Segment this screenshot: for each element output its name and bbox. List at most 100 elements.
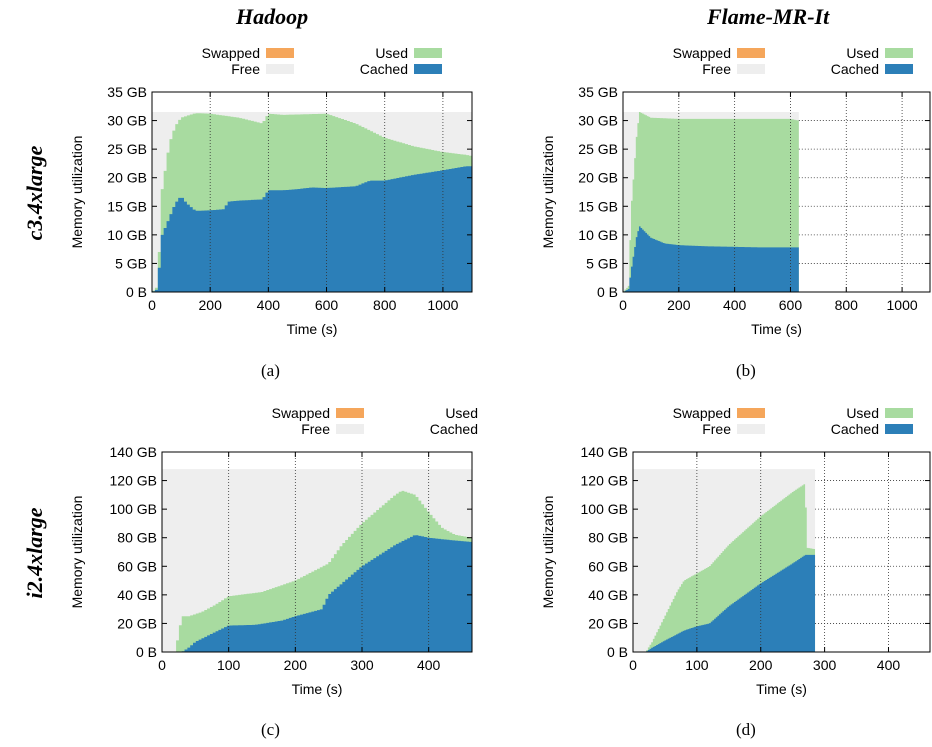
y-tick-label: 60 GB [117, 558, 157, 574]
legend-swatch-swapped [336, 408, 364, 418]
x-axis-label: Time (s) [751, 321, 802, 337]
chart-b: Swapped Used Free Cached 0 B 5 GB 10 GB 15 GB 20… [541, 45, 931, 337]
legend-label-swapped: Swapped [673, 405, 731, 421]
y-axis-label: Memory utilization [70, 496, 85, 609]
x-tick-label: 200 [199, 297, 223, 313]
legend-swatch-free [266, 64, 294, 74]
legend-swatch-used [885, 48, 913, 58]
y-tick-label: 140 GB [581, 444, 628, 460]
legend-label-swapped: Swapped [202, 45, 260, 61]
legend-swatch-cached [885, 424, 913, 434]
x-tick-label: 200 [749, 657, 773, 673]
y-tick-label: 35 GB [107, 84, 147, 100]
legend: Swapped Used Free Cached [673, 45, 913, 77]
x-tick-label: 600 [315, 297, 339, 313]
x-tick-label: 400 [257, 297, 281, 313]
y-tick-label: 10 GB [107, 227, 147, 243]
legend-label-used: Used [846, 405, 879, 421]
legend-swatch-used [414, 48, 442, 58]
y-tick-label: 120 GB [581, 473, 628, 489]
y-tick-label: 80 GB [588, 530, 628, 546]
chart-panel-d: Swapped Used Free Cached 0 B 20 GB 40 GB 60 GB 8… [541, 402, 932, 702]
legend-label-free: Free [301, 421, 330, 437]
legend-label-swapped: Swapped [673, 45, 731, 61]
x-tick-label: 200 [284, 657, 308, 673]
legend-swatch-free [737, 64, 765, 74]
column-title-flame-mr-it: Flame-MR-It [707, 4, 830, 29]
legend-swatch-free [737, 424, 765, 434]
y-tick-label: 60 GB [588, 558, 628, 574]
y-tick-label: 0 B [607, 644, 628, 660]
chart-panel-c: Swapped Used Free Cached 0 B 20 GB 40 GB 60 GB 8… [70, 402, 480, 702]
y-tick-label: 30 GB [578, 113, 618, 129]
plot-frame [622, 91, 931, 293]
legend-label-cached: Cached [360, 61, 408, 77]
row-title-i2-4xlarge: i2.4xlarge [22, 507, 47, 599]
y-tick-label: 0 B [597, 284, 618, 300]
x-tick-label: 0 [619, 297, 627, 313]
y-tick-label: 5 GB [586, 255, 618, 271]
plot-frame [632, 451, 931, 653]
y-tick-label: 30 GB [107, 113, 147, 129]
x-tick-label: 200 [667, 297, 691, 313]
chart-panel-a: Swapped Used Free Cached 0 B 5 GB 10 GB 15 GB 20… [70, 42, 480, 342]
caption-d: (d) [736, 720, 756, 739]
legend-swatch-cached [414, 64, 442, 74]
y-tick-label: 140 GB [110, 444, 157, 460]
legend-swatch-swapped [737, 48, 765, 58]
y-tick-label: 10 GB [578, 227, 618, 243]
x-tick-label: 0 [158, 657, 166, 673]
x-tick-label: 800 [835, 297, 859, 313]
x-tick-label: 400 [723, 297, 747, 313]
y-tick-label: 0 B [136, 644, 157, 660]
caption-b: (b) [736, 361, 756, 380]
legend: Swapped Used Free Cached [272, 405, 478, 437]
cached-area [633, 554, 816, 652]
legend-label-free: Free [231, 61, 260, 77]
legend-swatch-used [885, 408, 913, 418]
x-axis-label: Time (s) [292, 681, 343, 697]
y-axis-label: Memory utilization [541, 496, 556, 609]
y-axis-label: Memory utilization [541, 136, 556, 249]
legend-label-used: Used [375, 45, 408, 61]
chart-d: Swapped Used Free Cached 0 B 20 GB 40 GB 60 GB 8… [541, 405, 931, 697]
legend-swatch-swapped [266, 48, 294, 58]
y-tick-label: 20 GB [107, 170, 147, 186]
x-axis-label: Time (s) [287, 321, 338, 337]
caption-c: (c) [261, 720, 280, 739]
legend: Swapped Used Free Cached [202, 45, 442, 77]
y-tick-label: 20 GB [117, 615, 157, 631]
column-title-hadoop: Hadoop [236, 4, 309, 29]
y-tick-label: 100 GB [581, 501, 628, 517]
plot-frame [151, 91, 473, 293]
legend-label-used: Used [846, 45, 879, 61]
legend-label-cached: Cached [831, 61, 879, 77]
y-tick-label: 80 GB [117, 530, 157, 546]
x-tick-label: 0 [148, 297, 156, 313]
x-tick-label: 800 [373, 297, 397, 313]
chart-panel-b: Swapped Used Free Cached 0 B 5 GB 10 GB 15 GB 20… [541, 42, 932, 342]
x-tick-label: 400 [417, 657, 441, 673]
y-tick-label: 15 GB [107, 198, 147, 214]
y-tick-label: 100 GB [110, 501, 157, 517]
y-tick-label: 15 GB [578, 198, 618, 214]
x-tick-label: 1000 [427, 297, 458, 313]
y-tick-label: 40 GB [588, 587, 628, 603]
legend-label-swapped: Swapped [272, 405, 330, 421]
y-tick-label: 5 GB [115, 255, 147, 271]
cached-area [152, 166, 472, 292]
legend-swatch-cached [885, 64, 913, 74]
x-tick-label: 600 [779, 297, 803, 313]
x-tick-label: 300 [813, 657, 837, 673]
legend: Swapped Used Free Cached [673, 405, 913, 437]
y-axis-label: Memory utilization [70, 136, 85, 249]
x-axis-label: Time (s) [756, 681, 807, 697]
legend-swatch-swapped [737, 408, 765, 418]
x-tick-label: 400 [877, 657, 901, 673]
y-tick-label: 120 GB [110, 473, 157, 489]
y-tick-label: 20 GB [578, 170, 618, 186]
plot-frame [161, 451, 473, 653]
x-tick-label: 100 [217, 657, 241, 673]
y-tick-label: 0 B [126, 284, 147, 300]
caption-a: (a) [261, 361, 280, 380]
